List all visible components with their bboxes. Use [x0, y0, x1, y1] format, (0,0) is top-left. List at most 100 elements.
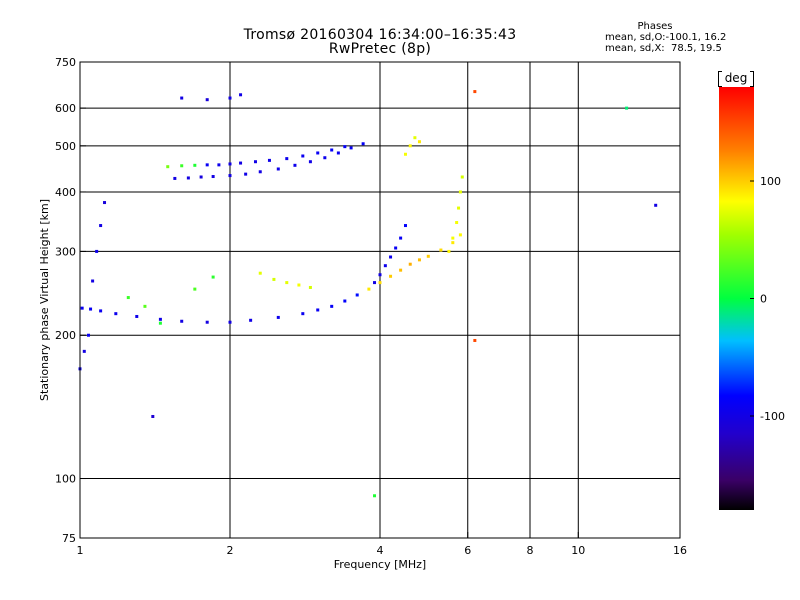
y-tick-label: 600: [55, 102, 76, 115]
ticks-layer: [79, 61, 681, 539]
data-point: [82, 349, 86, 353]
data-point: [99, 309, 103, 313]
data-point: [114, 312, 118, 316]
data-point: [86, 333, 90, 337]
data-point: [199, 175, 203, 179]
colorbar-tick-label: -100: [760, 410, 785, 423]
data-point: [239, 161, 243, 165]
y-tick-label: 75: [62, 532, 76, 545]
axis-labels-layer: 1 2 4 6 8 10 16 75 100 200 300 400 500 600 750 Frequenc…: [38, 56, 687, 571]
y-tick-label: 100: [55, 473, 76, 486]
data-point: [95, 249, 99, 253]
x-tick-label: 6: [464, 544, 471, 557]
grid-layer: [80, 62, 680, 538]
data-point: [330, 304, 334, 308]
data-point: [301, 312, 305, 316]
data-point: [361, 142, 365, 146]
data-point: [389, 255, 393, 259]
colorbar-unit-text: deg: [724, 71, 748, 85]
data-point: [166, 165, 170, 169]
data-point: [399, 236, 403, 240]
data-point: [336, 151, 340, 155]
data-point: [211, 275, 215, 279]
colorbar-tick-label: 100: [760, 175, 781, 188]
data-point: [173, 176, 177, 180]
data-point: [399, 268, 403, 272]
data-point: [349, 146, 353, 150]
data-point: [285, 281, 289, 285]
colorbar-unit-label: deg: [718, 71, 754, 87]
data-point: [458, 190, 462, 194]
data-point: [276, 315, 280, 319]
x-tick-label: 8: [527, 544, 534, 557]
data-point: [205, 320, 209, 324]
data-point: [205, 98, 209, 102]
data-point: [217, 163, 221, 167]
data-point: [297, 283, 301, 287]
data-point: [455, 221, 459, 225]
data-point: [228, 174, 232, 178]
data-point: [276, 167, 280, 171]
data-point: [158, 321, 162, 325]
data-point: [293, 163, 297, 167]
data-point: [151, 414, 155, 418]
data-point: [180, 96, 184, 100]
data-point: [343, 145, 347, 149]
colorbar-tick-label: 0: [760, 293, 767, 306]
y-tick-label: 200: [55, 329, 76, 342]
data-point: [308, 160, 312, 164]
data-point: [383, 264, 387, 268]
data-point: [373, 494, 377, 498]
data-point: [417, 140, 421, 144]
y-tick-label: 500: [55, 140, 76, 153]
data-point: [378, 273, 382, 277]
data-point: [413, 136, 417, 140]
data-point: [426, 254, 430, 258]
data-point: [403, 152, 407, 156]
data-point: [285, 157, 289, 161]
x-tick-label: 2: [227, 544, 234, 557]
data-point: [308, 285, 312, 289]
data-point: [458, 233, 462, 237]
data-point: [343, 299, 347, 303]
data-point: [316, 308, 320, 312]
data-point: [373, 281, 377, 285]
x-tick-label: 10: [571, 544, 585, 557]
data-point: [316, 151, 320, 155]
data-point: [158, 317, 162, 321]
phase-stats-heading: Phases: [637, 21, 673, 32]
data-point: [378, 281, 382, 285]
data-point: [249, 318, 253, 322]
data-point: [323, 156, 327, 160]
data-point: [228, 96, 232, 100]
chart-subtitle: RwPretec (8p): [328, 41, 432, 57]
data-point: [408, 262, 412, 266]
data-point: [193, 163, 197, 167]
chart-title: Tromsø 20160304 16:34:00–16:35:43: [243, 27, 517, 43]
data-point: [451, 236, 455, 240]
data-point: [228, 162, 232, 166]
data-point: [180, 319, 184, 323]
y-tick-label: 300: [55, 245, 76, 258]
data-point: [272, 277, 276, 281]
data-point: [258, 170, 262, 174]
data-point: [253, 160, 257, 164]
data-point: [654, 203, 658, 207]
data-point: [389, 274, 393, 278]
data-point: [143, 304, 147, 308]
x-tick-label: 4: [377, 544, 384, 557]
data-point: [355, 293, 359, 297]
data-point: [244, 172, 248, 176]
colorbar: [719, 87, 754, 510]
data-point: [99, 224, 103, 228]
data-point: [205, 163, 209, 167]
data-point: [301, 154, 305, 158]
data-point: [186, 176, 190, 180]
data-point: [239, 93, 243, 97]
data-point: [126, 296, 130, 300]
data-points-layer: [78, 90, 658, 498]
x-axis-label: Frequency [MHz]: [334, 558, 426, 571]
data-point: [403, 224, 407, 228]
